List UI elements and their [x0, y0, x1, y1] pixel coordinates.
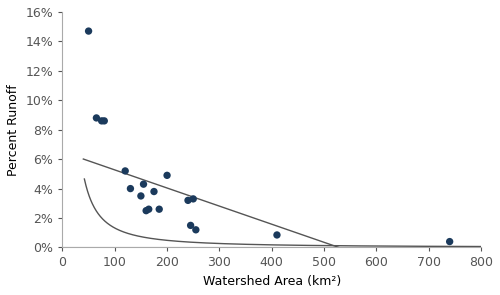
- Point: [192, 227, 200, 232]
- Point: [126, 186, 134, 191]
- Point: [189, 196, 197, 201]
- Point: [92, 116, 100, 120]
- Point: [163, 173, 171, 178]
- Point: [84, 29, 92, 33]
- Point: [137, 194, 145, 198]
- Point: [155, 207, 163, 212]
- Point: [186, 223, 194, 228]
- Point: [142, 208, 150, 213]
- Point: [184, 198, 192, 203]
- Point: [273, 232, 281, 237]
- Point: [140, 182, 147, 186]
- X-axis label: Watershed Area (km²): Watershed Area (km²): [202, 275, 341, 288]
- Point: [98, 119, 106, 123]
- Point: [446, 239, 454, 244]
- Point: [100, 119, 108, 123]
- Point: [150, 189, 158, 194]
- Point: [121, 168, 129, 173]
- Y-axis label: Percent Runoff: Percent Runoff: [7, 84, 20, 176]
- Point: [144, 207, 152, 212]
